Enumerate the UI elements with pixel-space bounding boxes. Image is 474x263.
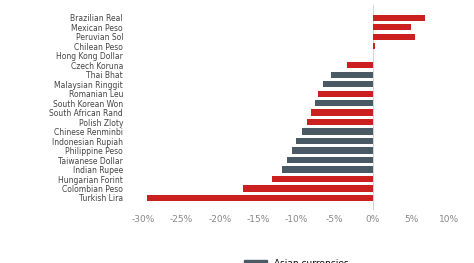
Bar bbox=[292, 148, 373, 154]
Bar bbox=[272, 176, 373, 182]
Legend: Asian currencies: Asian currencies bbox=[240, 255, 352, 263]
Bar bbox=[287, 157, 373, 163]
Bar bbox=[373, 34, 415, 40]
Bar bbox=[283, 166, 373, 173]
Bar bbox=[296, 138, 373, 144]
Bar bbox=[311, 109, 373, 116]
Bar bbox=[315, 100, 373, 106]
Bar bbox=[319, 90, 373, 97]
Bar bbox=[373, 24, 411, 30]
Bar bbox=[323, 81, 373, 87]
Bar bbox=[373, 14, 425, 21]
Bar bbox=[347, 62, 373, 68]
Bar bbox=[147, 195, 373, 201]
Bar bbox=[301, 128, 373, 135]
Bar bbox=[331, 72, 373, 78]
Bar bbox=[373, 43, 375, 49]
Bar bbox=[307, 119, 373, 125]
Bar bbox=[243, 185, 373, 191]
